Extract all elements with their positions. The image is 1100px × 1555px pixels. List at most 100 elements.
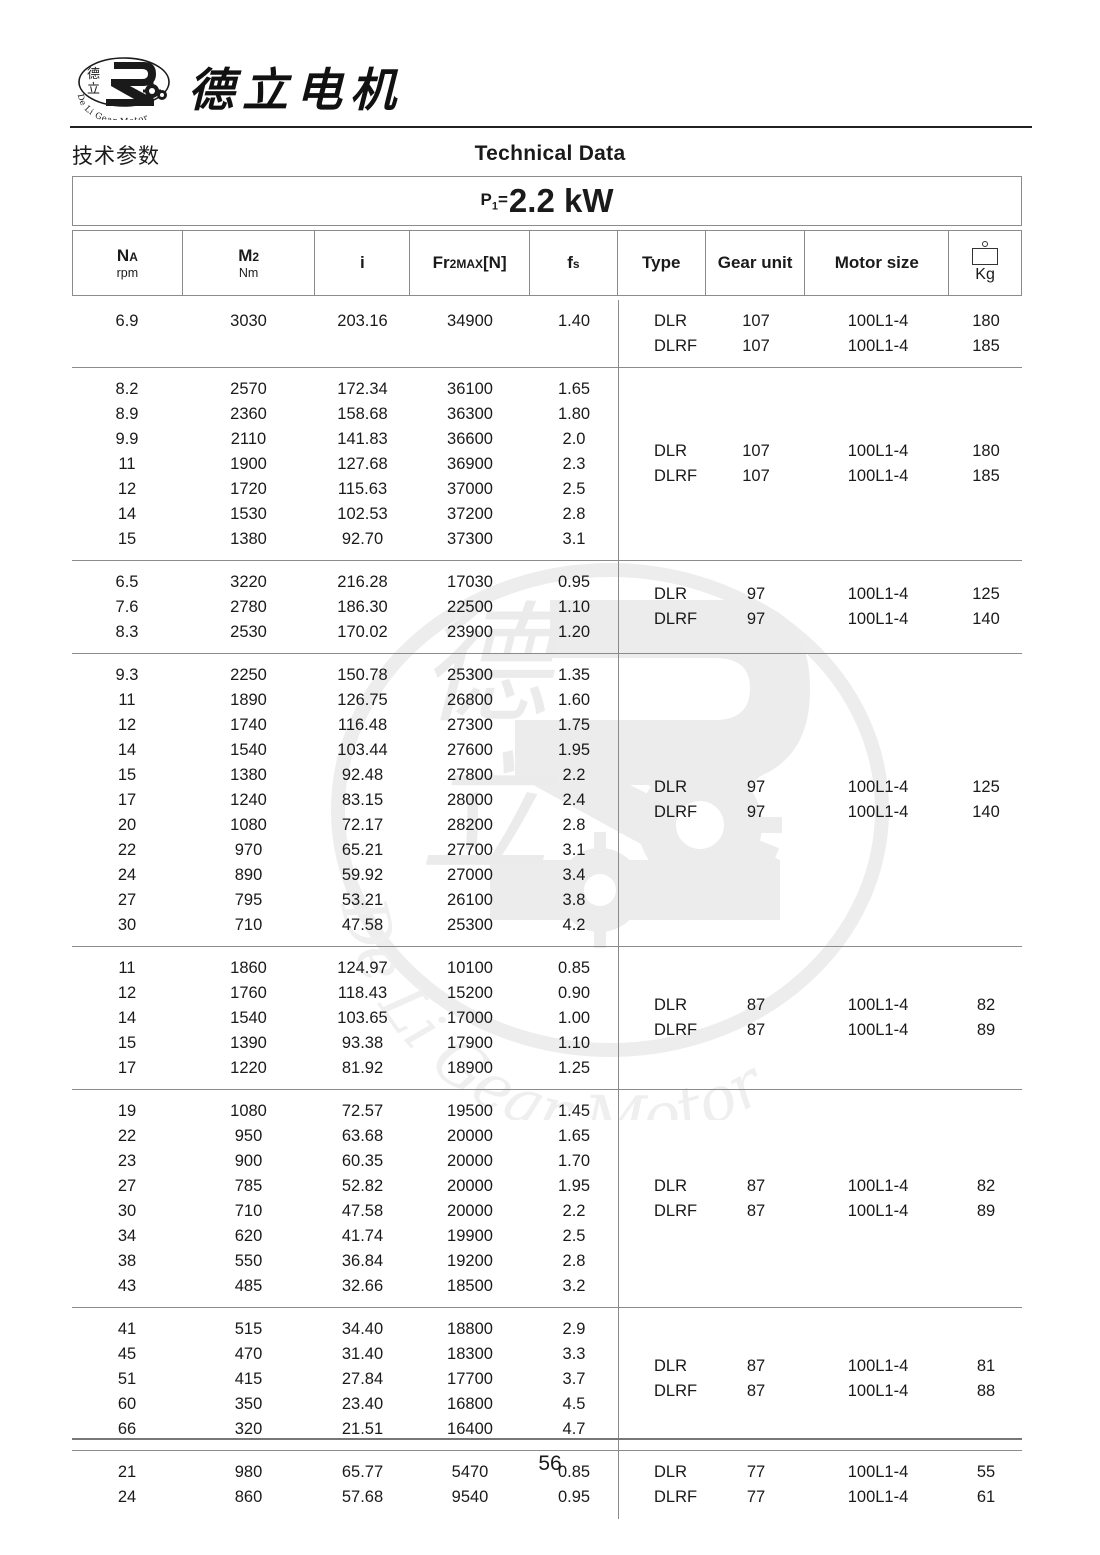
cell-fs: 1.10 [557,1034,591,1052]
cell-weight: 185 [972,336,1000,355]
cell-gear-unit: 97 [746,803,766,821]
cell-m2: 1080 [230,1102,267,1120]
cell-fr2max: 20000 [447,1177,493,1195]
cell-type: DLRF [654,467,698,485]
cell-fr2max: 18800 [447,1320,493,1338]
table-row-spec: DLRF 107 100L1-4 185 [618,464,1022,489]
weight-unit-label: Kg [975,266,995,284]
header-divider [70,126,1032,128]
cell-fs: 3.3 [562,1345,586,1363]
cell-na: 15 [117,1034,137,1052]
cell-na: 12 [117,984,137,1002]
cell-fr2max: 36300 [447,405,493,423]
cell-na: 43 [117,1277,137,1295]
cell-gear-unit: 87 [746,996,766,1014]
table-row: 24 860 57.68 9540 0.95 [72,1485,1022,1510]
cell-fs: 1.60 [557,691,591,709]
cell-na: 14 [117,741,137,759]
cell-weight: 185 [972,467,1000,485]
power-value: 2.2 kW [508,182,614,219]
cell-m2: 1540 [230,741,267,759]
cell-m2: 350 [234,1395,263,1413]
cell-m2: 2780 [230,598,267,616]
cell-fr2max: 26100 [447,891,493,909]
cell-i: 115.63 [337,480,388,498]
cell-m2: 2530 [230,623,267,641]
cell-fs: 0.85 [557,959,591,977]
cell-gear-unit: 77 [746,1463,766,1481]
cell-gear-unit: 97 [746,778,766,796]
cell-m2: 980 [234,1463,263,1481]
cell-fs: 3.7 [562,1370,586,1388]
cell-i: 65.21 [341,841,384,859]
table-row-spec: DLR 107 100L1-4 180 [618,439,1022,464]
cell-fr2max: 36900 [447,455,493,473]
cell-fs: 1.25 [557,1059,591,1077]
cell-m2: 1720 [230,480,267,498]
cell-m2: 1540 [230,1009,267,1027]
cell-i: 127.68 [337,455,388,473]
logo-cn-top: 德 [87,67,100,82]
logo-cn-bottom: 立 [87,82,100,97]
table-row: 22 950 63.68 20000 1.65 [72,1124,1022,1149]
cell-gear-unit: 87 [746,1176,766,1195]
cell-weight: 180 [972,311,1000,330]
table-row: 34 620 41.74 19900 2.5 [72,1224,1022,1249]
power-prefix: P1= [480,189,508,213]
cell-fs: 2.4 [562,791,586,809]
cell-fr2max: 23900 [447,623,493,641]
cell-fr2max: 18900 [447,1059,493,1077]
cell-motor-size: 100L1-4 [847,311,909,330]
cell-motor-size: 100L1-4 [847,1176,909,1195]
cell-na: 27 [117,891,137,909]
cell-fr2max: 36100 [447,380,493,398]
group-right-rows: DLR 87 100L1-4 82 DLRF 87 100L1-4 89 [618,1090,1022,1307]
cell-na: 24 [117,866,137,884]
cell-fs: 1.00 [557,1009,591,1027]
cell-motor-size: 100L1-4 [847,1201,909,1220]
cell-motor-size: 100L1-4 [847,336,909,355]
cell-i: 47.58 [341,916,384,934]
cell-na: 7.6 [115,598,139,616]
table-row: 19 1080 72.57 19500 1.45 [72,1099,1022,1124]
group-left-rows: 19 1080 72.57 19500 1.45 22 950 63.68 20000 1.65 2… [72,1090,1022,1308]
cell-fr2max: 28000 [447,791,493,809]
group-right-rows: DLR 107 100L1-4 180 DLRF 107 100L1-4 185 [618,300,1022,367]
cell-i: 81.92 [341,1059,384,1077]
table-row-spec: DLRF 87 100L1-4 88 [618,1379,1022,1404]
cell-i: 126.75 [337,691,388,709]
cell-fr2max: 5470 [451,1463,489,1481]
column-header-fs: fs [530,231,618,295]
cell-type: DLRF [654,610,698,628]
cell-i: 53.21 [341,891,384,909]
cell-motor-size: 100L1-4 [847,1463,909,1481]
table-row: 8.9 2360 158.68 36300 1.80 [72,402,1022,427]
table-row-spec: DLR 87 100L1-4 81 [618,1354,1022,1379]
cell-type: DLR [654,442,688,460]
cell-na: 8.9 [115,405,139,423]
cell-fs: 1.35 [557,666,591,684]
table-row: 21 980 65.77 5470 0.85 [72,1460,1022,1485]
section-title-chinese: 技术参数 [72,144,160,168]
cell-type: DLRF [654,1382,698,1400]
cell-na: 30 [117,916,137,934]
cell-m2: 950 [234,1127,263,1145]
column-divider [618,1451,619,1519]
cell-gear-unit: 87 [746,1382,766,1400]
cell-i: 52.82 [341,1177,384,1195]
cell-motor-size: 100L1-4 [847,1357,909,1375]
cell-fs: 1.65 [557,380,591,398]
group-left-rows: 41 515 34.40 18800 2.9 45 470 31.40 18300 3.3 51 41… [72,1308,1022,1451]
cell-fr2max: 15200 [447,984,493,1002]
cell-i: 124.97 [337,959,388,977]
cell-type: DLR [654,311,688,330]
cell-m2: 710 [234,1202,263,1220]
cell-i: 92.70 [341,530,384,548]
cell-fs: 3.8 [562,891,586,909]
cell-fs: 4.7 [562,1420,586,1438]
cell-fs: 3.2 [562,1277,586,1295]
cell-fr2max: 10100 [447,959,493,977]
cell-i: 41.74 [341,1227,384,1245]
cell-m2: 320 [234,1420,263,1438]
cell-i: 65.77 [341,1463,384,1481]
